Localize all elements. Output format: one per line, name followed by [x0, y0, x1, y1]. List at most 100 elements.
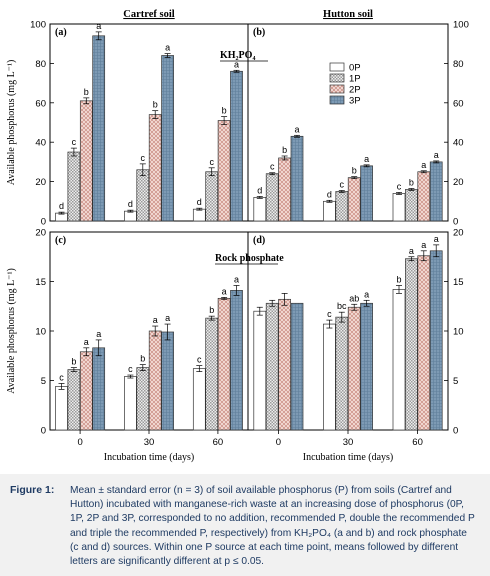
x-tick-label: 30 [144, 437, 155, 448]
x-tick-label: 30 [343, 437, 354, 448]
bar-c-2P-60 [217, 297, 231, 431]
y-tick-label: 60 [35, 98, 46, 109]
bar-d-0P-30 [323, 323, 336, 431]
significance-letter: a [364, 154, 369, 164]
significance-letter: a [364, 289, 369, 299]
bar-d-2P-0 [278, 298, 291, 431]
x-tick-label: 0 [276, 437, 281, 448]
bar-c-0P-30 [124, 376, 137, 431]
y-tick-label: 0 [41, 426, 46, 437]
bar-a-3P-0 [92, 35, 106, 222]
bar-b-1P-0 [265, 173, 279, 222]
bar-a-3P-30 [161, 55, 174, 222]
bar-a-3P-60 [230, 70, 243, 222]
significance-letter: a [294, 124, 299, 134]
bar-b-0P-30 [323, 200, 336, 222]
y-tick-label: 0 [41, 217, 46, 228]
significance-letter: b [84, 87, 89, 97]
y-tick-label: 20 [35, 228, 46, 239]
significance-letter: a [165, 43, 170, 53]
y-tick-label: 0 [453, 426, 458, 437]
bar-c-0P-60 [192, 368, 206, 431]
bar-d-2P-60 [417, 255, 431, 431]
y-tick-label: 15 [35, 277, 46, 288]
bar-a-0P-30 [124, 210, 137, 222]
significance-letter: b [71, 357, 76, 367]
significance-letter: c [270, 162, 275, 172]
bar-c-3P-30 [161, 331, 174, 431]
bar-b-2P-0 [278, 157, 291, 222]
significance-letter: c [327, 309, 332, 319]
bar-d-3P-30 [360, 302, 373, 431]
significance-letter: a [234, 274, 239, 284]
bar-d-1P-30 [335, 316, 349, 431]
significance-letter: a [434, 234, 439, 244]
bar-c-3P-60 [230, 290, 243, 431]
caption-text: Mean ± standard error (n = 3) of soil av… [70, 485, 475, 568]
legend-entry-3P: 3P [349, 96, 361, 107]
legend-swatch-0P [329, 62, 345, 72]
y-tick-label: 40 [35, 138, 46, 149]
bar-a-1P-60 [205, 171, 219, 222]
x-axis-label: Incubation time (days) [104, 452, 195, 463]
bar-b-0P-0 [253, 197, 267, 222]
y-axis-label: Available phosphorus (mg L⁻¹) [6, 268, 17, 394]
significance-letter: a [84, 337, 89, 347]
bar-c-1P-60 [205, 317, 219, 431]
y-tick-label: 80 [453, 59, 464, 70]
bar-d-0P-60 [392, 289, 406, 431]
bar-c-3P-0 [92, 347, 106, 431]
y-tick-label: 10 [453, 327, 464, 338]
y-tick-label: 20 [453, 177, 464, 188]
figure-caption: Figure 1: Mean ± standard error (n = 3) … [0, 474, 490, 576]
legend-entry-0P: 0P [349, 63, 361, 74]
panel-label-b: (b) [253, 27, 265, 38]
x-tick-label: 60 [213, 437, 224, 448]
bar-b-3P-30 [360, 165, 373, 222]
bar-a-1P-30 [136, 169, 150, 222]
bar-b-3P-0 [290, 135, 304, 222]
y-tick-label: 40 [453, 138, 464, 149]
bar-d-1P-60 [405, 258, 418, 431]
y-tick-label: 15 [453, 277, 464, 288]
significance-letter: a [96, 21, 101, 31]
significance-letter: d [197, 197, 202, 207]
bar-b-0P-60 [392, 193, 406, 222]
x-tick-label: 60 [412, 437, 423, 448]
significance-letter: c [397, 181, 402, 191]
significance-letter: a [153, 315, 158, 325]
significance-letter: b [140, 354, 145, 364]
significance-letter: ab [349, 293, 359, 303]
bar-b-1P-60 [405, 189, 418, 222]
legend-entry-1P: 1P [349, 74, 361, 85]
bar-d-3P-0 [290, 302, 304, 431]
significance-letter: b [209, 305, 214, 315]
bar-d-2P-30 [347, 306, 361, 431]
significance-letter: bc [337, 301, 347, 311]
significance-letter: b [409, 177, 414, 187]
significance-letter: d [128, 199, 133, 209]
significance-letter: b [222, 106, 227, 116]
bar-b-3P-60 [429, 161, 443, 222]
y-tick-label: 0 [453, 217, 458, 228]
significance-letter: b [282, 145, 287, 155]
legend-swatch-2P [329, 84, 345, 94]
x-tick-label: 0 [77, 437, 82, 448]
bar-d-3P-60 [429, 250, 443, 431]
significance-letter: c [141, 153, 146, 163]
x-axis-label: Incubation time (days) [303, 452, 394, 463]
bar-c-2P-0 [79, 351, 93, 431]
significance-letter: a [165, 313, 170, 323]
bar-c-1P-0 [67, 369, 81, 431]
significance-letter: a [434, 150, 439, 160]
panel-label-a: (a) [55, 27, 67, 38]
y-tick-label: 20 [35, 177, 46, 188]
bar-a-0P-60 [192, 208, 206, 222]
bar-a-2P-60 [217, 120, 231, 222]
bar-d-1P-0 [265, 302, 279, 431]
significance-letter: c [197, 355, 202, 365]
y-tick-label: 20 [453, 228, 464, 239]
bar-a-1P-0 [67, 151, 81, 222]
y-tick-label: 100 [453, 20, 469, 31]
panel-label-d: (d) [253, 235, 265, 246]
